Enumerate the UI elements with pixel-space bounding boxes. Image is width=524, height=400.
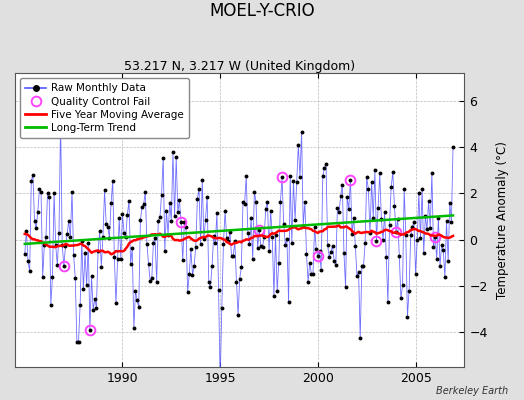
Text: Berkeley Earth: Berkeley Earth [436,386,508,396]
Text: MOEL-Y-CRIO: MOEL-Y-CRIO [209,2,315,20]
Title: 53.217 N, 3.217 W (United Kingdom): 53.217 N, 3.217 W (United Kingdom) [124,60,355,73]
Y-axis label: Temperature Anomaly (°C): Temperature Anomaly (°C) [496,141,509,299]
Legend: Raw Monthly Data, Quality Control Fail, Five Year Moving Average, Long-Term Tren: Raw Monthly Data, Quality Control Fail, … [20,78,189,138]
